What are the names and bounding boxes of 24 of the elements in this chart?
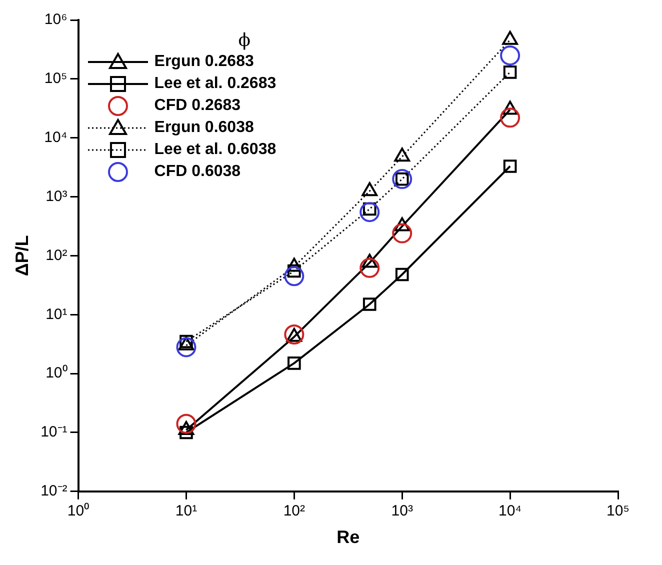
legend-label: Ergun 0.2683 [154, 53, 254, 71]
y-tick-label: 10⁴ [44, 128, 68, 146]
legend-label: CFD 0.2683 [154, 97, 241, 115]
y-tick-label: 10³ [46, 188, 68, 205]
x-tick-label: 10³ [391, 502, 413, 520]
x-tick-label: 10⁰ [67, 502, 90, 520]
y-tick-label: 10⁻¹ [40, 424, 68, 441]
y-tick-label: 10² [46, 246, 68, 264]
y-tick-label: 10⁰ [46, 364, 68, 382]
x-tick-label: 10¹ [175, 502, 198, 520]
legend-label: Ergun 0.6038 [154, 119, 254, 137]
x-axis-title: Re [336, 527, 360, 548]
legend-label: CFD 0.6038 [154, 163, 241, 181]
y-tick-label: 10⁻² [40, 482, 68, 500]
x-tick-label: 10² [283, 502, 306, 520]
x-tick-label: 10⁴ [498, 502, 522, 520]
y-axis-title: ΔP/L [12, 235, 32, 276]
legend-label: Lee et al. 0.2683 [154, 75, 276, 93]
y-tick-label: 10⁵ [44, 70, 68, 88]
legend-label: Lee et al. 0.6038 [154, 141, 276, 159]
y-tick-label: 10¹ [46, 306, 68, 323]
legend-title: ϕ [237, 30, 252, 51]
x-tick-label: 10⁵ [606, 502, 630, 520]
y-tick-label: 10⁶ [44, 11, 68, 28]
